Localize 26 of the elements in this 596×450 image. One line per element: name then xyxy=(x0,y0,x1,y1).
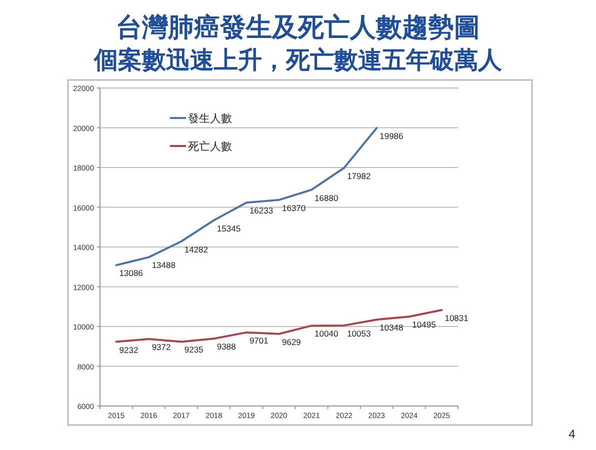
data-label: 9235 xyxy=(184,344,204,355)
data-label: 9232 xyxy=(119,344,138,355)
legend-label: 死亡人數 xyxy=(188,140,232,153)
chart-title: 台灣肺癌發生及死亡人數趨勢圖 xyxy=(116,13,480,43)
data-label: 13086 xyxy=(119,268,144,278)
data-label: 16233 xyxy=(249,206,274,216)
data-label: 9372 xyxy=(152,342,171,352)
data-label: 9701 xyxy=(249,335,269,346)
data-label: 15345 xyxy=(216,223,241,234)
data-label: 10053 xyxy=(347,328,371,338)
data-label: 9388 xyxy=(216,342,236,352)
data-label: 9629 xyxy=(282,336,302,347)
data-label: 13488 xyxy=(152,260,176,270)
data-label: 14282 xyxy=(184,244,208,254)
data-label: 10040 xyxy=(314,328,338,339)
data-label: 17982 xyxy=(347,170,371,181)
legend-label: 發生人數 xyxy=(188,112,232,125)
data-label: 10831 xyxy=(444,312,469,323)
data-label: 10348 xyxy=(380,322,404,333)
data-label: 19986 xyxy=(380,131,404,142)
data-label: 16370 xyxy=(282,202,306,213)
text: 4 xyxy=(568,427,576,441)
line-series xyxy=(115,127,378,266)
data-label: 10495 xyxy=(412,320,436,330)
chart-subtitle: 個案數迅速上升，死亡數連五年破萬人 xyxy=(93,45,503,74)
data-label: 16880 xyxy=(314,192,338,203)
